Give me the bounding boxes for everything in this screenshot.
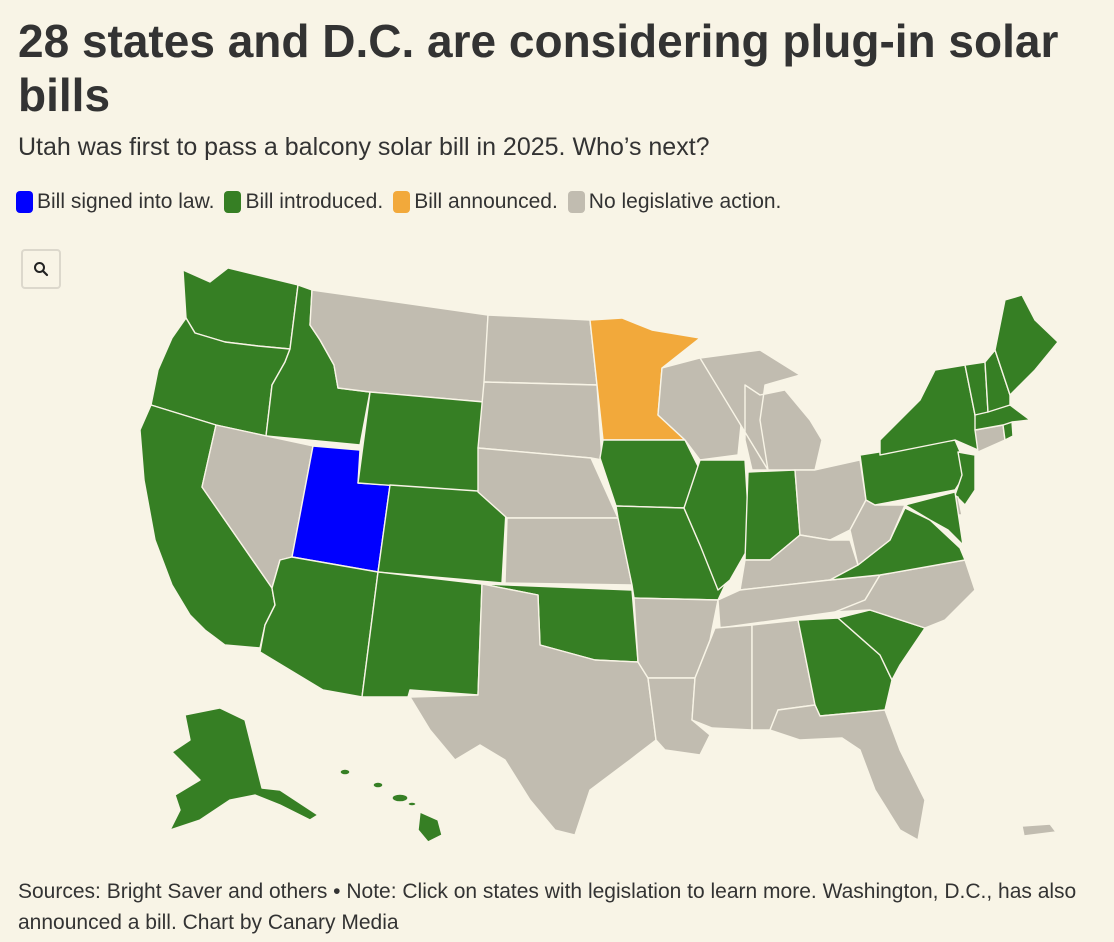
state-alaska[interactable] xyxy=(169,707,319,831)
state-new-jersey[interactable] xyxy=(954,451,976,506)
state-kansas[interactable] xyxy=(504,517,633,586)
legend-swatch-announced xyxy=(393,191,411,213)
state-maine[interactable] xyxy=(994,294,1059,396)
state-wyoming[interactable] xyxy=(357,391,485,493)
state-new-hampshire[interactable] xyxy=(984,349,1011,413)
legend-label-introduced: Bill introduced. xyxy=(245,190,384,213)
state-illinois[interactable] xyxy=(683,459,751,591)
state-iowa[interactable] xyxy=(599,439,701,509)
zoom-button[interactable] xyxy=(21,249,61,289)
state-hawaii[interactable] xyxy=(339,768,443,843)
state-maryland[interactable] xyxy=(904,491,964,546)
legend-swatch-signed xyxy=(16,191,33,213)
state-new-mexico[interactable] xyxy=(361,571,483,698)
legend-item-introduced: Bill introduced. xyxy=(224,190,383,214)
search-icon xyxy=(34,262,49,277)
legend-swatch-introduced xyxy=(224,191,242,213)
state-michigan[interactable] xyxy=(699,349,823,471)
chart-title: 28 states and D.C. are considering plug-… xyxy=(18,15,1059,121)
chart-footer: Sources: Bright Saver and others • Note:… xyxy=(18,880,1077,934)
state-colorado[interactable] xyxy=(377,484,508,584)
state-north-carolina[interactable] xyxy=(834,559,976,629)
legend-swatch-none xyxy=(567,191,585,213)
state-florida[interactable] xyxy=(769,704,926,841)
legend: Bill signed into law. Bill introduced. B… xyxy=(16,186,781,218)
legend-label-signed: Bill signed into law. xyxy=(37,190,215,213)
state-new-york[interactable] xyxy=(879,364,979,456)
state-texas[interactable] xyxy=(409,583,657,836)
state-north-dakota[interactable] xyxy=(483,314,598,386)
legend-item-signed: Bill signed into law. xyxy=(16,190,214,214)
state-arizona[interactable] xyxy=(259,556,379,698)
state-south-dakota[interactable] xyxy=(477,381,603,461)
legend-item-none: No legislative action. xyxy=(567,190,782,214)
state-puerto-rico[interactable] xyxy=(1021,823,1057,837)
chart-subtitle: Utah was first to pass a balcony solar b… xyxy=(18,133,710,161)
legend-label-announced: Bill announced. xyxy=(414,190,558,213)
legend-item-announced: Bill announced. xyxy=(393,190,558,214)
legend-label-none: No legislative action. xyxy=(588,190,782,213)
